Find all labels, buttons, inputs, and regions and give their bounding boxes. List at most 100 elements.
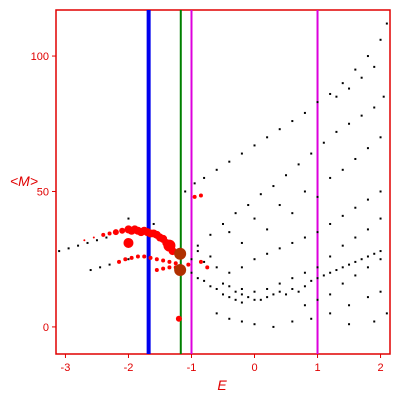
data-point xyxy=(379,38,382,41)
data-point xyxy=(329,92,332,95)
data-point xyxy=(190,258,193,261)
data-point xyxy=(240,266,243,269)
data-point xyxy=(92,236,95,239)
data-point xyxy=(341,82,344,85)
data-point xyxy=(297,163,300,166)
data-point xyxy=(278,290,281,293)
data-point xyxy=(329,271,332,274)
data-point xyxy=(303,271,306,274)
data-point xyxy=(335,95,338,98)
data-point xyxy=(354,236,357,239)
data-point xyxy=(253,144,256,147)
data-point xyxy=(329,312,332,315)
y-tick-label: 100 xyxy=(31,51,49,63)
data-point xyxy=(366,296,369,299)
data-point xyxy=(348,323,351,326)
data-point xyxy=(198,193,203,198)
data-point xyxy=(291,287,294,290)
data-point xyxy=(101,232,106,237)
data-point xyxy=(89,269,92,272)
data-point xyxy=(215,287,218,290)
data-point xyxy=(341,244,344,247)
data-point xyxy=(240,241,243,244)
data-point xyxy=(196,244,199,247)
data-point xyxy=(222,222,224,225)
data-point xyxy=(360,258,363,261)
data-point xyxy=(154,268,159,273)
data-point xyxy=(203,260,206,263)
data-point xyxy=(259,193,262,196)
data-point xyxy=(303,285,306,288)
data-point xyxy=(379,190,382,193)
data-point xyxy=(215,312,218,315)
data-point xyxy=(186,262,191,267)
x-axis-label: E xyxy=(217,377,227,393)
data-point xyxy=(329,222,332,225)
data-point xyxy=(240,293,243,296)
data-point xyxy=(354,260,357,263)
data-point xyxy=(373,320,376,323)
data-point xyxy=(119,227,126,234)
data-point xyxy=(291,120,294,123)
data-point xyxy=(272,185,275,188)
data-point xyxy=(129,255,134,260)
y-tick-label: 50 xyxy=(37,186,49,198)
data-point xyxy=(193,182,196,185)
data-point xyxy=(385,22,388,25)
data-point xyxy=(240,152,243,155)
data-point xyxy=(366,266,369,269)
data-point xyxy=(303,304,306,307)
data-point xyxy=(196,277,199,280)
data-point xyxy=(175,315,182,322)
data-point xyxy=(341,214,344,217)
data-point xyxy=(278,128,281,131)
data-point xyxy=(373,65,376,68)
data-point xyxy=(222,282,224,285)
data-point xyxy=(240,287,243,290)
data-point xyxy=(316,298,319,301)
data-point xyxy=(174,264,187,277)
data-point xyxy=(316,277,319,280)
data-point xyxy=(67,247,70,250)
data-point xyxy=(354,206,357,209)
x-tick-label: -3 xyxy=(61,362,71,374)
data-point xyxy=(341,168,344,171)
data-point xyxy=(385,312,388,315)
data-point xyxy=(366,55,369,58)
data-point xyxy=(278,204,281,207)
data-point xyxy=(303,111,306,114)
y-tick-label: 0 xyxy=(43,322,49,334)
data-point xyxy=(228,317,231,320)
data-point xyxy=(253,323,256,326)
data-point xyxy=(285,174,288,177)
data-point xyxy=(247,296,250,299)
data-point xyxy=(228,160,231,163)
data-point xyxy=(382,95,385,98)
data-point xyxy=(228,285,231,288)
data-point xyxy=(373,252,376,255)
data-point xyxy=(228,296,231,299)
data-point xyxy=(161,266,166,271)
data-point xyxy=(360,114,363,117)
data-point xyxy=(240,320,243,323)
data-point xyxy=(335,130,338,133)
data-point xyxy=(373,106,376,109)
data-point xyxy=(234,290,237,293)
data-point xyxy=(253,298,256,301)
x-tick-label: -2 xyxy=(124,362,134,374)
data-point xyxy=(198,259,203,264)
plot-frame xyxy=(55,9,391,355)
data-point xyxy=(379,217,382,220)
data-point xyxy=(205,265,210,270)
data-point xyxy=(366,228,369,231)
data-point xyxy=(303,190,306,193)
data-point xyxy=(77,244,80,247)
data-point xyxy=(316,101,319,104)
data-point xyxy=(266,252,269,255)
data-point xyxy=(379,290,382,293)
data-point xyxy=(95,239,98,242)
data-point xyxy=(173,261,178,266)
data-point xyxy=(184,190,187,193)
data-point xyxy=(310,152,313,155)
data-point xyxy=(316,231,319,234)
